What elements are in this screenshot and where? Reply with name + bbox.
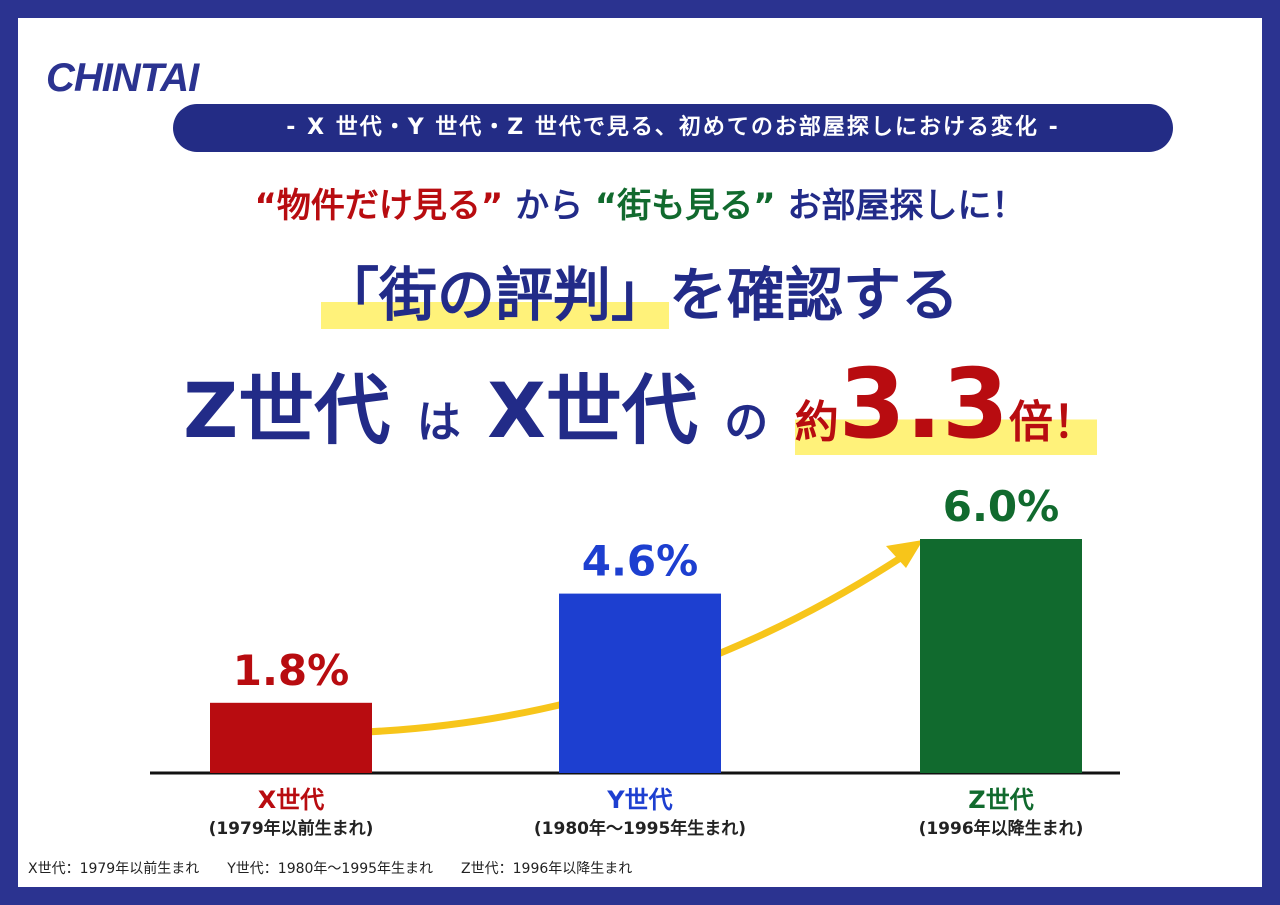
bar [210, 702, 372, 773]
value-label: 6.0% [943, 482, 1059, 531]
text: 約 [794, 397, 839, 448]
bar [559, 593, 721, 773]
text: は [416, 397, 461, 448]
headline-3: Z世代 は X世代 の 約3.3倍！ [18, 348, 1262, 460]
headline-2: 「街の評判」を確認する [18, 248, 1262, 332]
headline-1: “物件だけ見る” から “街も見る” お部屋探しに！ [18, 178, 1262, 227]
text: “街も見る” [594, 186, 776, 226]
category-label: X世代 [258, 786, 325, 814]
value-label: 1.8% [233, 646, 349, 695]
banner: - X 世代・Y 世代・Z 世代で見る、初めてのお部屋探しにおける変化 - [173, 104, 1173, 152]
footnote: X世代：1979年以前生まれ [28, 861, 200, 877]
footnotes: X世代：1979年以前生まれ Y世代：1980年〜1995年生まれ Z世代：1996… [28, 858, 660, 878]
text: 「街の評判」 [320, 261, 669, 329]
footnote: Y世代：1980年〜1995年生まれ [227, 861, 434, 877]
text: ！ [1052, 397, 1097, 448]
arrow-head [886, 540, 923, 568]
text: お部屋探しに！ [787, 186, 1026, 226]
frame: CHINTAI - X 世代・Y 世代・Z 世代で見る、初めてのお部屋探しにおけ… [18, 18, 1262, 887]
category-note: (1979年以前生まれ) [209, 818, 374, 839]
bar [920, 539, 1082, 773]
text: Z世代 [183, 366, 391, 455]
category-note: (1980年〜1995年生まれ) [534, 818, 746, 839]
category-label: Z世代 [968, 786, 1033, 814]
text: の [724, 397, 769, 448]
chart: 1.8% X世代 (1979年以前生まれ) 4.6% Y世代 (1980年〜1995年生ま… [150, 482, 1120, 839]
text: から [515, 186, 584, 226]
text: 倍 [1008, 397, 1053, 448]
text: を確認する [669, 261, 960, 329]
value-label: 4.6% [582, 537, 698, 586]
text: 3.3 [838, 348, 1009, 460]
text: X世代 [487, 366, 698, 455]
logo: CHINTAI [46, 56, 199, 100]
footnote: Z世代：1996年以降生まれ [461, 861, 633, 877]
text: “物件だけ見る” [254, 186, 504, 226]
category-label: Y世代 [606, 786, 672, 814]
category-note: (1996年以降生まれ) [919, 818, 1084, 839]
